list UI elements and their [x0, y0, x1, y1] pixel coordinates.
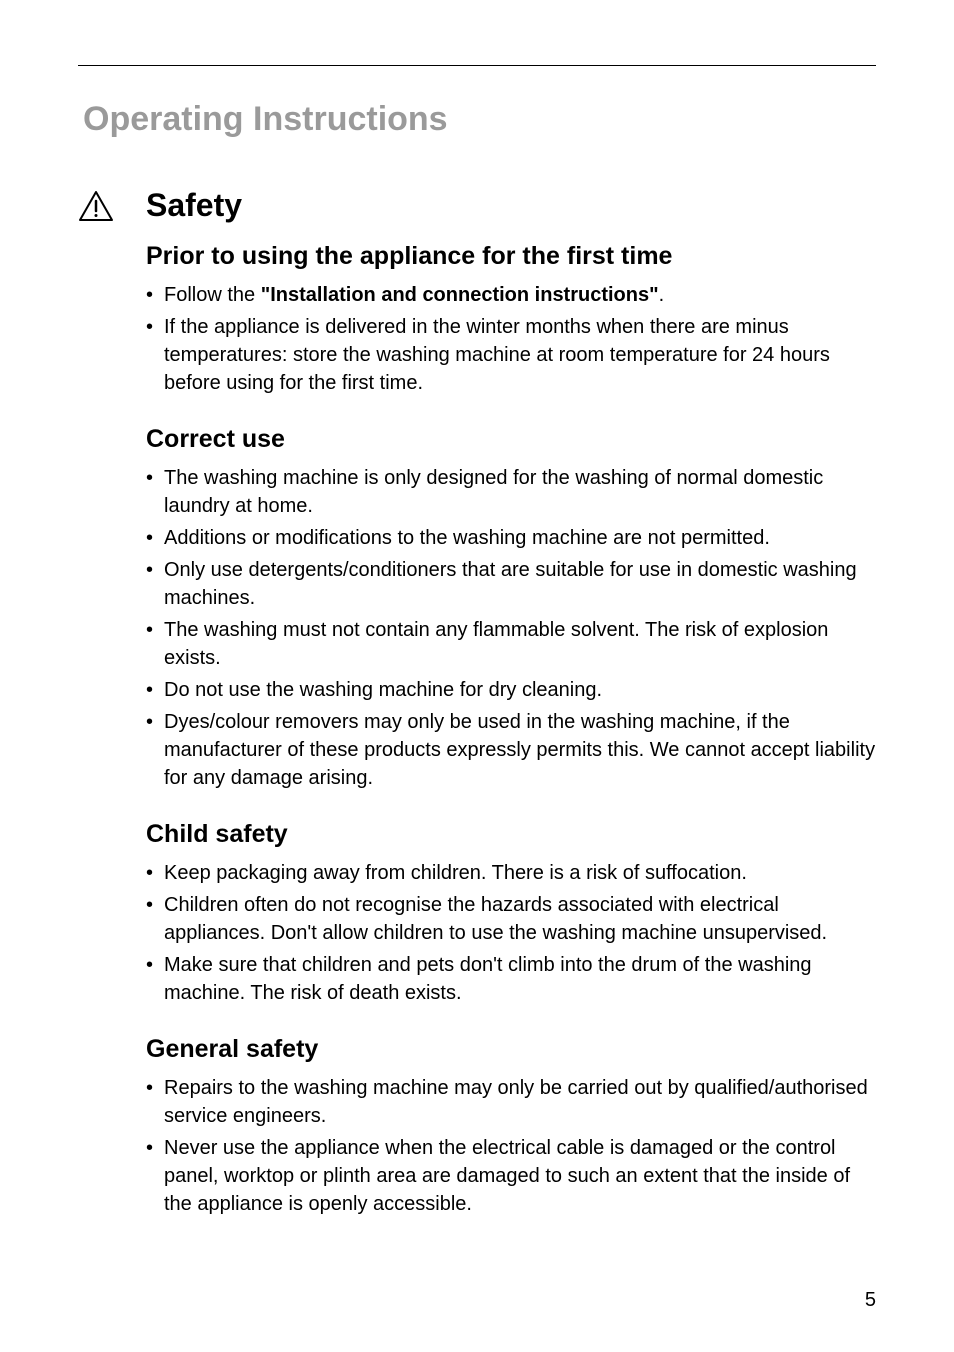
- bullet-text: Only use detergents/conditioners that ar…: [164, 556, 876, 612]
- bullet-text: Repairs to the washing machine may only …: [164, 1074, 876, 1130]
- subsection-title-correct-use: Correct use: [146, 425, 876, 454]
- bullet-marker: •: [146, 556, 164, 612]
- subsection-child-safety: Child safety • Keep packaging away from …: [146, 820, 876, 1007]
- list-item: • Never use the appliance when the elect…: [146, 1134, 876, 1218]
- safety-heading: Safety: [146, 187, 242, 224]
- safety-heading-row: Safety: [78, 187, 876, 224]
- bullet-text: Keep packaging away from children. There…: [164, 859, 876, 887]
- bullet-text: If the appliance is delivered in the win…: [164, 313, 876, 397]
- list-item: • Dyes/colour removers may only be used …: [146, 708, 876, 792]
- subsection-prior: Prior to using the appliance for the fir…: [146, 242, 876, 397]
- bullet-marker: •: [146, 951, 164, 1007]
- list-item: • Only use detergents/conditioners that …: [146, 556, 876, 612]
- bullet-marker: •: [146, 313, 164, 397]
- bullet-text: Do not use the washing machine for dry c…: [164, 676, 876, 704]
- list-item: • Repairs to the washing machine may onl…: [146, 1074, 876, 1130]
- bullet-text: Dyes/colour removers may only be used in…: [164, 708, 876, 792]
- bullet-text: The washing must not contain any flammab…: [164, 616, 876, 672]
- bullet-text: Additions or modifications to the washin…: [164, 524, 876, 552]
- list-item: • Children often do not recognise the ha…: [146, 891, 876, 947]
- bullet-marker: •: [146, 708, 164, 792]
- bullet-text: Follow the "Installation and connection …: [164, 281, 876, 309]
- page-number: 5: [865, 1289, 876, 1312]
- bullet-marker: •: [146, 281, 164, 309]
- bullet-marker: •: [146, 1134, 164, 1218]
- page-top-border: [78, 65, 876, 66]
- bullet-marker: •: [146, 1074, 164, 1130]
- list-item: • The washing machine is only designed f…: [146, 464, 876, 520]
- subsection-title-child-safety: Child safety: [146, 820, 876, 849]
- list-item: • Keep packaging away from children. The…: [146, 859, 876, 887]
- list-item: • Make sure that children and pets don't…: [146, 951, 876, 1007]
- list-item: • If the appliance is delivered in the w…: [146, 313, 876, 397]
- text-prefix: Follow the: [164, 284, 261, 306]
- list-item: • Additions or modifications to the wash…: [146, 524, 876, 552]
- text-bold: "Installation and connection instruction…: [261, 284, 659, 306]
- text-suffix: .: [659, 284, 665, 306]
- bullet-text: Make sure that children and pets don't c…: [164, 951, 876, 1007]
- bullet-marker: •: [146, 859, 164, 887]
- bullet-marker: •: [146, 524, 164, 552]
- warning-triangle-icon: [78, 190, 146, 222]
- subsection-title-general-safety: General safety: [146, 1035, 876, 1064]
- main-title: Operating Instructions: [83, 100, 876, 139]
- bullet-text: Never use the appliance when the electri…: [164, 1134, 876, 1218]
- bullet-marker: •: [146, 891, 164, 947]
- list-item: • Follow the "Installation and connectio…: [146, 281, 876, 309]
- page-content: Operating Instructions Safety Prior to u…: [0, 0, 954, 1306]
- subsection-general-safety: General safety • Repairs to the washing …: [146, 1035, 876, 1218]
- bullet-marker: •: [146, 676, 164, 704]
- subsection-correct-use: Correct use • The washing machine is onl…: [146, 425, 876, 792]
- bullet-marker: •: [146, 464, 164, 520]
- subsection-title-prior: Prior to using the appliance for the fir…: [146, 242, 876, 271]
- bullet-text: Children often do not recognise the haza…: [164, 891, 876, 947]
- list-item: • Do not use the washing machine for dry…: [146, 676, 876, 704]
- bullet-marker: •: [146, 616, 164, 672]
- list-item: • The washing must not contain any flamm…: [146, 616, 876, 672]
- bullet-text: The washing machine is only designed for…: [164, 464, 876, 520]
